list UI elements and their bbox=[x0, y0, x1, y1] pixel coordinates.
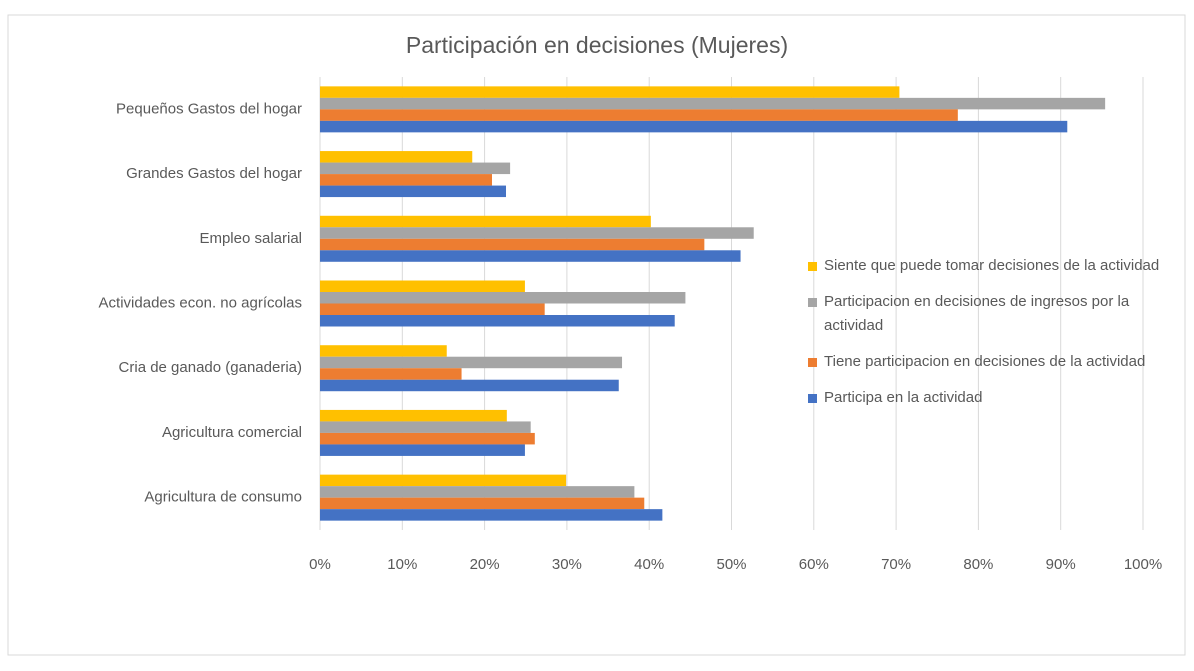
legend-swatch bbox=[808, 262, 817, 271]
x-tick-label: 40% bbox=[634, 556, 664, 573]
legend: Siente que puede tomar decisiones de la … bbox=[808, 254, 1168, 422]
x-tick-label: 10% bbox=[387, 556, 417, 573]
bar bbox=[320, 86, 900, 98]
legend-swatch bbox=[808, 358, 817, 367]
bar bbox=[320, 356, 623, 369]
bar bbox=[320, 509, 663, 521]
bar bbox=[320, 238, 705, 251]
bar bbox=[320, 151, 473, 163]
bar bbox=[320, 432, 535, 445]
y-tick-label: Actividades econ. no agrícolas bbox=[99, 294, 302, 311]
legend-item: Siente que puede tomar decisiones de la … bbox=[808, 254, 1168, 278]
bar bbox=[320, 474, 567, 487]
x-tick-label: 30% bbox=[552, 556, 582, 573]
bar bbox=[320, 120, 1068, 133]
legend-label: Participacion en decisiones de ingresos … bbox=[824, 293, 1130, 334]
legend-label: Tiene participacion en decisiones de la … bbox=[824, 353, 1146, 370]
bar bbox=[320, 109, 958, 121]
bar bbox=[320, 497, 645, 510]
y-tick-label: Cria de ganado (ganaderia) bbox=[119, 359, 302, 376]
x-tick-label: 0% bbox=[309, 556, 331, 573]
y-tick-label: Agricultura comercial bbox=[162, 424, 302, 441]
bar bbox=[320, 162, 511, 175]
bar bbox=[320, 292, 686, 304]
y-tick-label: Grandes Gastos del hogar bbox=[126, 165, 302, 182]
x-tick-label: 90% bbox=[1046, 556, 1076, 573]
x-tick-label: 80% bbox=[963, 556, 993, 573]
x-tick-label: 20% bbox=[470, 556, 500, 573]
y-tick-label: Pequeños Gastos del hogar bbox=[116, 100, 302, 117]
y-tick-label: Empleo salarial bbox=[199, 230, 302, 247]
legend-label: Siente que puede tomar decisiones de la … bbox=[824, 257, 1160, 274]
bar bbox=[320, 379, 619, 392]
legend-swatch bbox=[808, 394, 817, 403]
x-tick-label: 100% bbox=[1124, 556, 1162, 573]
bar bbox=[320, 421, 531, 433]
x-tick-label: 50% bbox=[716, 556, 746, 573]
legend-swatch bbox=[808, 298, 817, 307]
bar bbox=[320, 174, 493, 186]
x-tick-label: 60% bbox=[799, 556, 829, 573]
bar bbox=[320, 444, 525, 456]
bar bbox=[320, 215, 651, 228]
bar bbox=[320, 345, 447, 357]
bar bbox=[320, 303, 545, 315]
bar bbox=[320, 315, 675, 327]
bar bbox=[320, 280, 525, 292]
bar bbox=[320, 368, 462, 380]
legend-item: Tiene participacion en decisiones de la … bbox=[808, 350, 1168, 374]
bar bbox=[320, 185, 506, 198]
legend-label: Participa en la actividad bbox=[824, 389, 983, 406]
bar bbox=[320, 227, 754, 239]
x-tick-label: 70% bbox=[881, 556, 911, 573]
chart-title: Participación en decisiones (Mujeres) bbox=[406, 32, 788, 58]
legend-item: Participa en la actividad bbox=[808, 386, 1168, 410]
bar bbox=[320, 409, 507, 422]
bar bbox=[320, 97, 1106, 110]
bar bbox=[320, 250, 741, 262]
bar bbox=[320, 486, 635, 498]
legend-item: Participacion en decisiones de ingresos … bbox=[808, 290, 1168, 338]
y-tick-label: Agricultura de consumo bbox=[144, 489, 302, 506]
